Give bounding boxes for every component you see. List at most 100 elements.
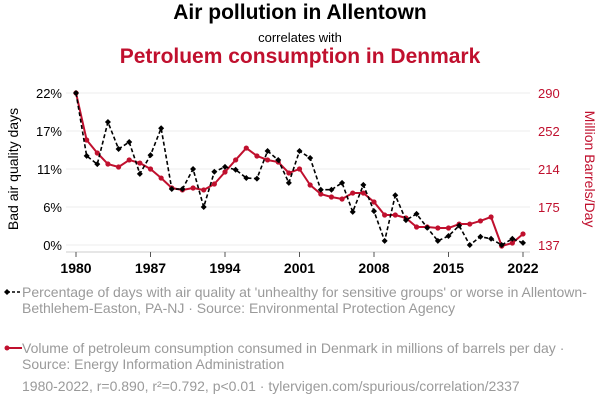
legend-icon-air-pollution [4,289,22,295]
data-point-air-pollution [115,145,122,152]
data-point-petroleum [147,166,154,172]
y-left-tick-label: 0% [43,238,62,253]
data-point-air-pollution [520,239,526,246]
data-point-petroleum [318,191,324,197]
data-point-air-pollution [466,242,473,248]
data-point-air-pollution [94,161,101,168]
data-point-petroleum [371,199,377,205]
data-point-petroleum [222,169,228,175]
x-tick-label: 2015 [433,260,464,276]
data-point-air-pollution [381,237,388,244]
data-point-petroleum [94,150,100,156]
data-point-petroleum [243,145,249,151]
y-left-tick-label: 17% [36,124,62,139]
data-point-air-pollution [413,210,420,217]
data-point-air-pollution [136,170,143,177]
y-axis-left-label: Bad air quality days [5,108,21,230]
data-point-air-pollution [264,148,271,155]
x-tick-label: 1980 [60,260,91,276]
data-point-petroleum [296,166,303,172]
data-point-air-pollution [445,233,452,240]
data-point-petroleum [158,175,164,181]
x-tick-label: 1994 [209,260,240,276]
data-point-air-pollution [456,222,463,229]
data-point-petroleum [413,224,420,230]
data-point-air-pollution [243,174,250,181]
data-point-petroleum [201,187,207,193]
data-point-air-pollution [73,90,79,96]
data-point-petroleum [307,182,313,188]
legend-item-petroleum: Volume of petroleum consumption consumed… [22,340,565,372]
y-right-tick-label: 252 [538,124,560,139]
data-point-petroleum [190,185,196,191]
data-point-petroleum [350,190,356,196]
data-point-petroleum [477,218,484,224]
x-tick-label: 2022 [507,260,538,276]
data-point-air-pollution [83,152,90,159]
data-point-air-pollution [402,217,409,224]
y-right-tick-label: 214 [538,162,560,177]
data-point-petroleum [84,137,90,143]
gridlines [66,92,530,246]
y-right-tick-label: 175 [538,200,560,215]
data-point-air-pollution [488,235,495,242]
data-point-petroleum [233,157,239,163]
data-point-petroleum [467,221,473,227]
data-point-air-pollution [339,179,346,186]
data-point-petroleum [435,225,441,231]
legend-icon-petroleum [4,345,22,351]
data-point-air-pollution [498,242,505,248]
data-point-petroleum [115,164,122,170]
data-point-petroleum [445,225,452,231]
chart-title-secondary: Petroluem consumption in Denmark [119,45,481,68]
data-point-petroleum [392,212,398,218]
data-point-air-pollution [211,168,218,175]
data-point-air-pollution [477,233,484,240]
data-point-air-pollution [104,119,111,126]
data-point-air-pollution [222,163,228,170]
data-point-petroleum [126,157,132,163]
y-left-tick-label: 11% [37,162,62,177]
data-point-air-pollution [307,154,314,161]
data-point-petroleum [488,214,494,220]
data-point-air-pollution [158,125,165,132]
data-point-air-pollution [296,148,303,155]
data-point-air-pollution [179,186,186,193]
chart-subtitle: correlates with [258,30,342,45]
data-point-air-pollution [434,237,441,244]
data-point-air-pollution [424,224,431,231]
data-point-petroleum [382,212,388,218]
data-point-petroleum [520,231,526,237]
data-point-air-pollution [168,186,175,193]
data-point-air-pollution [200,204,207,210]
data-point-air-pollution [328,186,335,193]
data-point-air-pollution [360,181,367,188]
data-point-air-pollution [190,166,197,172]
y-left-tick-label: 6% [43,200,62,215]
y-right-tick-label: 290 [538,86,560,101]
x-tick-label: 1987 [135,260,166,276]
data-point-air-pollution [147,152,154,159]
data-point-air-pollution [126,139,133,146]
data-point-petroleum [339,196,345,202]
data-point-petroleum [360,190,366,196]
data-point-air-pollution [232,166,239,173]
legend-item-air-pollution: Percentage of days with air quality at '… [22,284,587,316]
y-left-tick-label: 22% [36,86,62,101]
x-tick-label: 2008 [358,260,389,276]
series-air-pollution [73,90,526,248]
data-point-petroleum [264,157,271,163]
data-point-air-pollution [392,192,399,199]
data-point-air-pollution [317,186,324,193]
data-point-petroleum [509,240,515,246]
series-petroleum [73,90,526,249]
data-point-petroleum [254,153,260,159]
data-point-air-pollution [509,235,516,242]
data-point-petroleum [211,181,217,187]
data-point-petroleum [328,194,335,200]
x-tick-label: 2001 [284,260,315,276]
data-point-air-pollution [275,157,282,164]
data-point-air-pollution [349,208,356,215]
data-point-petroleum [286,170,292,176]
